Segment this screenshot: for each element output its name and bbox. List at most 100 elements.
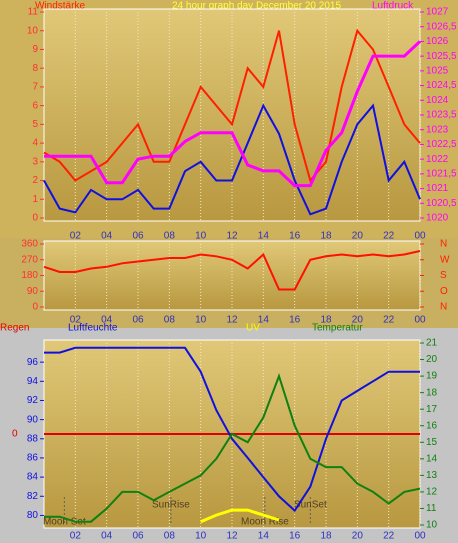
y2-tick-label: 1024 — [426, 95, 449, 106]
y2-tick-label: 19 — [426, 371, 438, 382]
x-tick-label: 18 — [320, 231, 332, 242]
x-tick-label: 20 — [352, 531, 364, 542]
y-tick-label: 2 — [32, 175, 38, 186]
y2-tick-label: O — [440, 286, 448, 297]
y-tick-label: 8 — [32, 63, 38, 74]
x-tick-label: 22 — [383, 531, 395, 542]
series-line — [44, 40, 422, 188]
annotation: Moon Set — [43, 517, 86, 528]
y2-tick-label: W — [440, 254, 450, 265]
x-tick-label: 14 — [258, 231, 270, 242]
y2-label: Luftdruck — [372, 1, 414, 12]
y-tick-label: 94 — [27, 376, 39, 387]
y2-tick-label: 1025,5 — [426, 51, 457, 62]
y2-tick-label: 1026,5 — [426, 21, 457, 32]
y-tick-label: 82 — [27, 491, 39, 502]
x-tick-label: 22 — [383, 231, 395, 242]
y2-tick-label: 15 — [426, 437, 438, 448]
y2-tick-label: 1027 — [426, 7, 449, 18]
y-tick-label: 180 — [21, 270, 38, 281]
y2-tick-label: 1026 — [426, 36, 449, 47]
series-line — [43, 103, 421, 216]
y-tick-label: 10 — [27, 25, 39, 36]
x-tick-label: 18 — [320, 315, 332, 326]
y2-tick-label: 1020 — [426, 213, 449, 224]
y2-tick-label: 1022 — [426, 154, 449, 165]
y2-tick-label: 1024,5 — [426, 80, 457, 91]
y-tick-label: 11 — [28, 7, 39, 18]
series-line — [44, 346, 420, 513]
legend-label: Luftfeuchte — [68, 323, 118, 334]
y2-tick-label: 21 — [426, 338, 438, 349]
series-line — [200, 508, 280, 524]
x-tick-label: 04 — [101, 231, 113, 242]
series-line — [43, 28, 421, 183]
x-tick-label: 00 — [414, 531, 426, 542]
x-tick-label: 16 — [289, 315, 301, 326]
x-tick-label: 04 — [101, 531, 113, 542]
y2-tick-label: 1025 — [426, 65, 449, 76]
y-label: Windstärke — [35, 1, 85, 12]
annotation: SunRise — [152, 500, 190, 511]
legend-label: Regen — [0, 323, 29, 334]
y-tick-label: 5 — [32, 119, 38, 130]
y-tick-label: 3 — [32, 156, 38, 167]
y2-tick-label: 20 — [426, 354, 438, 365]
y2-tick-label: 1023 — [426, 124, 449, 135]
y2-tick-label: 16 — [426, 420, 438, 431]
y2-tick-label: 1021,5 — [426, 168, 457, 179]
y2-tick-label: 10 — [426, 520, 438, 531]
x-tick-label: 10 — [195, 231, 207, 242]
x-tick-label: 08 — [164, 231, 176, 242]
y-tick-label: 7 — [32, 82, 38, 93]
y2-tick-label: S — [440, 270, 447, 281]
y2-tick-label: 17 — [426, 404, 438, 415]
y-tick-label: 86 — [27, 453, 39, 464]
chart-title: 24 hour graph day December 20 2015 — [172, 1, 341, 12]
y-tick-label: 0 — [32, 302, 38, 313]
x-tick-label: 08 — [164, 315, 176, 326]
y-tick-label: 0 — [32, 213, 38, 224]
y2-tick-label: 12 — [426, 487, 438, 498]
x-tick-label: 04 — [101, 315, 113, 326]
series-line — [44, 373, 421, 523]
y2-tick-label: 13 — [426, 470, 438, 481]
x-tick-label: 14 — [258, 531, 270, 542]
legend-label: UV — [246, 323, 260, 334]
x-tick-label: 02 — [70, 315, 82, 326]
x-tick-label: 00 — [414, 231, 426, 242]
x-tick-label: 00 — [414, 315, 426, 326]
x-tick-label: 06 — [132, 315, 144, 326]
x-tick-label: 06 — [132, 531, 144, 542]
y2-tick-label: 11 — [426, 503, 437, 514]
y-tick-label: 1 — [32, 194, 38, 205]
y2-tick-label: 14 — [426, 453, 438, 464]
y-tick-label: 9 — [32, 44, 38, 55]
x-tick-label: 14 — [258, 315, 270, 326]
x-tick-label: 12 — [226, 315, 238, 326]
y2-tick-label: 1022,5 — [426, 139, 457, 150]
y-tick-label: 80 — [27, 510, 39, 521]
y3-tick-label: 0 — [12, 429, 18, 440]
series-line — [43, 250, 421, 291]
y2-tick-label: 1020,5 — [426, 198, 457, 209]
y2-tick-label: 1021 — [426, 183, 449, 194]
plot-area — [43, 240, 421, 311]
x-tick-label: 16 — [289, 531, 301, 542]
y-tick-label: 84 — [27, 472, 39, 483]
x-tick-label: 20 — [352, 231, 364, 242]
x-tick-label: 22 — [383, 315, 395, 326]
x-tick-label: 10 — [195, 531, 207, 542]
x-tick-label: 02 — [70, 531, 82, 542]
y-tick-label: 88 — [27, 433, 39, 444]
x-tick-label: 12 — [226, 531, 238, 542]
x-tick-label: 12 — [226, 231, 238, 242]
y2-tick-label: 1023,5 — [426, 110, 457, 121]
annotation: Moon Rise — [241, 517, 289, 528]
x-tick-label: 20 — [352, 315, 364, 326]
y-tick-label: 6 — [32, 100, 38, 111]
y2-tick-label: N — [440, 239, 447, 250]
x-tick-label: 10 — [195, 315, 207, 326]
y-tick-label: 92 — [27, 395, 39, 406]
